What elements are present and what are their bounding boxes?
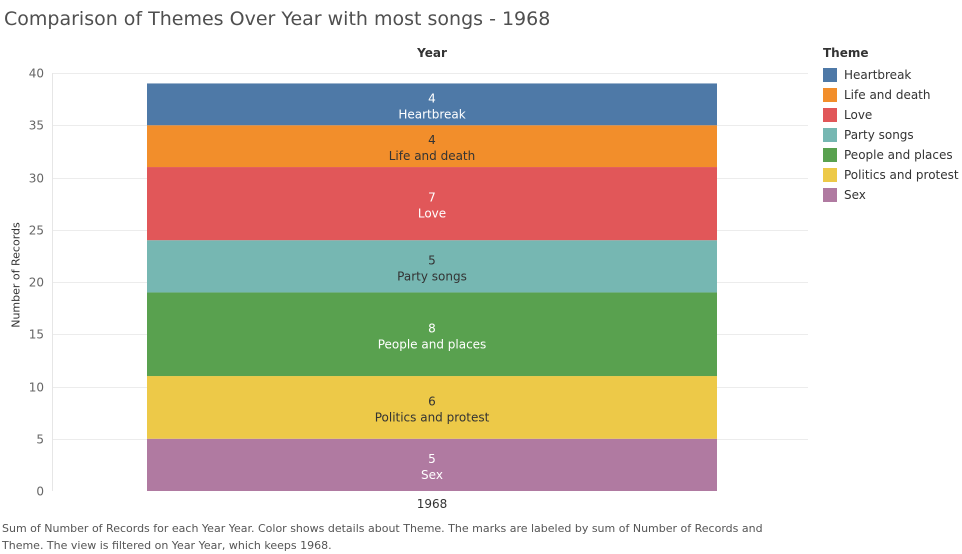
bar-theme-label: Party songs (397, 269, 467, 283)
legend-swatch (823, 108, 837, 122)
legend-swatch (823, 88, 837, 102)
bar-value-label: 4 (428, 133, 436, 147)
bar-value-label: 5 (428, 253, 436, 267)
legend-item[interactable]: Party songs (823, 125, 959, 145)
y-tick-label: 30 (29, 172, 44, 186)
legend-swatch (823, 148, 837, 162)
y-tick-label: 20 (29, 276, 44, 290)
legend-swatch (823, 168, 837, 182)
legend-swatch (823, 188, 837, 202)
bar-segment (147, 83, 717, 126)
bar-theme-label: Politics and protest (375, 410, 490, 424)
legend-swatch (823, 128, 837, 142)
bar-segment (147, 292, 717, 377)
y-tick-label: 0 (36, 485, 44, 499)
legend-swatch (823, 68, 837, 82)
bar-segment (147, 240, 717, 293)
y-tick-label: 5 (36, 433, 44, 447)
legend-label: Politics and protest (844, 168, 959, 182)
bar-segment (147, 125, 717, 168)
legend-label: Heartbreak (844, 68, 912, 82)
legend-item[interactable]: People and places (823, 145, 959, 165)
y-tick-label: 25 (29, 224, 44, 238)
y-tick-label: 35 (29, 119, 44, 133)
bar-value-label: 7 (428, 191, 436, 205)
bar-value-label: 4 (428, 91, 436, 105)
bar-value-label: 5 (428, 452, 436, 466)
bar-segment (147, 376, 717, 439)
legend-title: Theme (823, 46, 869, 60)
legend: Theme Heartbreak Life and death Love Party … (823, 46, 959, 205)
bar-theme-label: Heartbreak (398, 107, 465, 121)
legend-label: Love (844, 108, 873, 122)
bar-theme-label: People and places (378, 337, 487, 351)
bar-theme-label: Sex (421, 468, 443, 482)
legend-label: Life and death (844, 88, 931, 102)
legend-label: Party songs (844, 128, 914, 142)
legend-item[interactable]: Life and death (823, 85, 959, 105)
legend-item[interactable]: Love (823, 105, 959, 125)
column-header: Year (417, 46, 447, 60)
bar-value-label: 6 (428, 394, 436, 408)
bar-segment (147, 167, 717, 241)
y-tick-label: 10 (29, 381, 44, 395)
bar-theme-label: Love (418, 207, 446, 221)
legend-item[interactable]: Politics and protest (823, 165, 959, 185)
legend-item[interactable]: Heartbreak (823, 65, 959, 85)
y-tick-label: 40 (29, 67, 44, 81)
bar-value-label: 8 (428, 321, 436, 335)
legend-items: Heartbreak Life and death Love Party songs P… (823, 65, 959, 205)
chart-caption: Sum of Number of Records for each Year Y… (2, 522, 763, 552)
bar-segment (147, 438, 717, 491)
legend-item[interactable]: Sex (823, 185, 959, 205)
legend-label: People and places (844, 148, 953, 162)
y-tick-label: 15 (29, 328, 44, 342)
legend-label: Sex (844, 188, 866, 202)
x-tick-label: 1968 (417, 497, 448, 511)
chart-title: Comparison of Themes Over Year with most… (4, 8, 551, 30)
bar-theme-label: Life and death (389, 149, 476, 163)
